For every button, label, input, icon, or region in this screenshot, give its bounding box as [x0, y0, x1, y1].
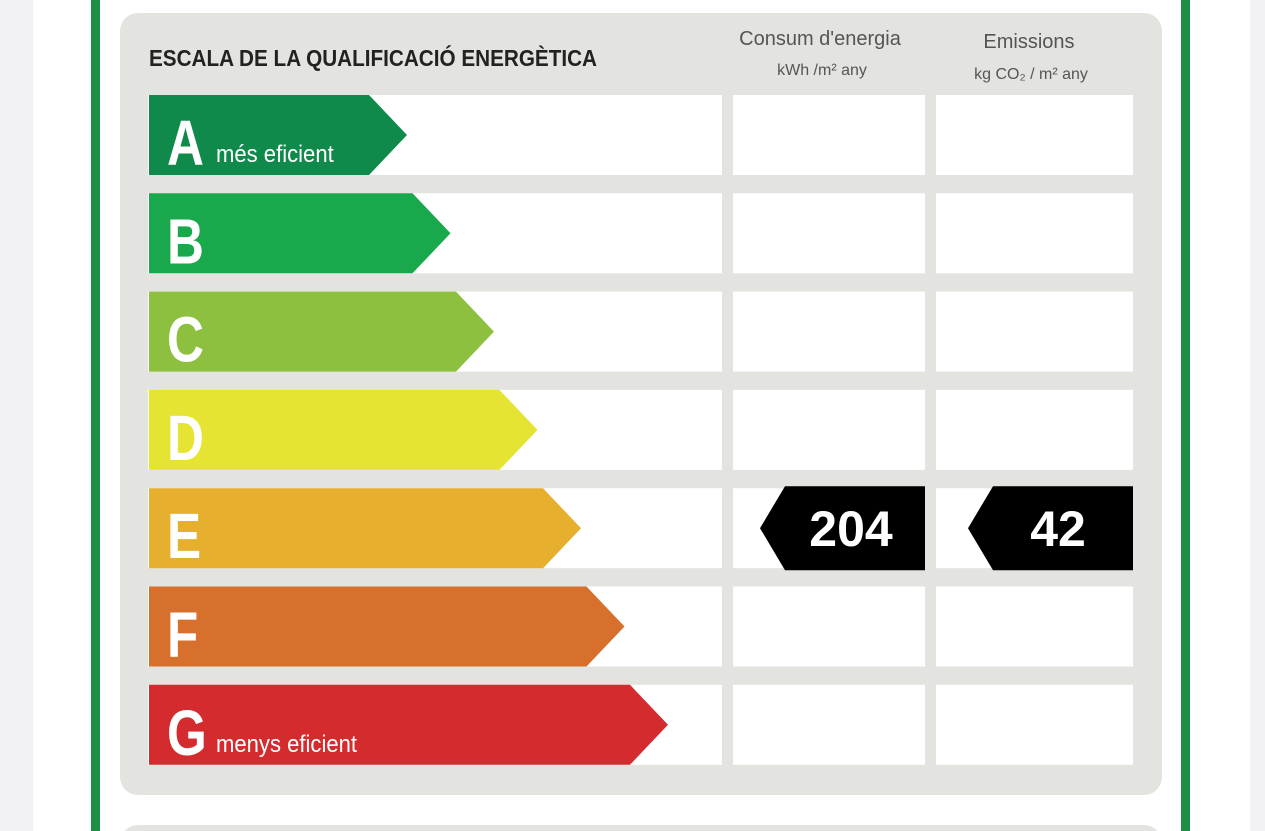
rating-arrow	[149, 95, 407, 175]
rating-letter: E	[167, 502, 201, 573]
rating-letter: C	[167, 305, 204, 376]
column-unit: kg CO₂ / m² any	[974, 66, 1088, 83]
rating-label: menys eficient	[216, 730, 358, 757]
rating-arrow	[149, 389, 538, 470]
value-arrow	[968, 486, 1133, 571]
panel-next	[124, 825, 1158, 831]
rating-arrow	[149, 193, 451, 274]
cell	[936, 291, 1133, 372]
cell	[733, 193, 925, 274]
title: ESCALA DE LA QUALIFICACIÓ ENERGÈTICA	[149, 45, 597, 71]
cell	[936, 586, 1133, 667]
rating-arrow	[149, 488, 581, 569]
rating-label: més eficient	[216, 140, 334, 167]
cell	[936, 684, 1133, 765]
column-title: Consum d'energia	[739, 28, 902, 50]
rating-letter: F	[167, 600, 198, 671]
value-arrow	[760, 486, 925, 571]
rating-letter: B	[167, 207, 204, 278]
rating-arrow	[149, 586, 625, 667]
column-title: Emissions	[983, 31, 1074, 53]
rating-letter: D	[167, 404, 204, 475]
rating-letter: A	[167, 109, 204, 180]
column-unit: kWh /m² any	[777, 62, 867, 79]
cell	[936, 389, 1133, 470]
energy-value: 204	[809, 501, 893, 557]
border-left	[91, 0, 100, 831]
border-right	[1181, 0, 1190, 831]
cell	[733, 586, 925, 667]
cell	[733, 291, 925, 372]
rating-arrow	[149, 291, 494, 372]
cell	[733, 684, 925, 765]
cell	[733, 389, 925, 470]
rating-letter: G	[167, 698, 207, 769]
cell	[936, 95, 1133, 175]
cell	[733, 95, 925, 175]
cell	[936, 193, 1133, 274]
rating-arrow	[149, 684, 668, 765]
emissions-value: 42	[1030, 501, 1086, 557]
